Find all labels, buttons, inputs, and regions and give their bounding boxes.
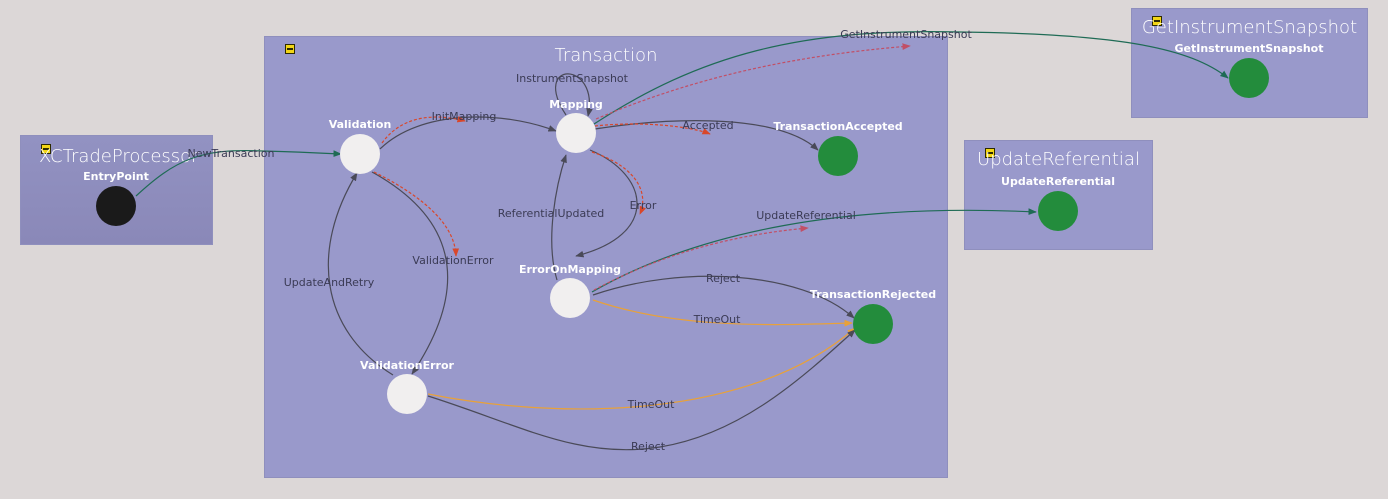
state-label: Validation (329, 118, 392, 131)
label-timeout-validation: TimeOut (627, 398, 676, 411)
label-reject-mapping: Reject (706, 272, 741, 285)
edge-accepted-trace (594, 123, 711, 135)
collapse-toggle[interactable] (41, 144, 51, 154)
edge-referential-updated[interactable] (551, 154, 567, 281)
label-timeout-mapping: TimeOut (693, 313, 742, 326)
edge-validation-error[interactable] (371, 171, 449, 375)
collapse-toggle[interactable] (1152, 16, 1162, 26)
edge-error[interactable] (575, 149, 638, 258)
label-validation-error: ValidationError (412, 254, 494, 267)
edge-accepted[interactable] (594, 120, 819, 151)
edge-init-mapping-trace (381, 115, 466, 144)
edge-timeout-validation[interactable] (427, 327, 856, 410)
collapse-toggle[interactable] (285, 44, 295, 54)
label-update-and-retry: UpdateAndRetry (284, 276, 375, 289)
group-title: XCTradeProcessor (39, 146, 199, 167)
group-transaction: Transaction (264, 36, 948, 478)
edge-validation-error-trace (373, 171, 460, 257)
label-error: Error (630, 199, 657, 212)
edge-reject-validation[interactable] (427, 329, 856, 451)
group-title: UpdateReferential (977, 149, 1140, 170)
label-update-referential: UpdateReferential (756, 209, 856, 222)
edge-update-and-retry[interactable] (327, 172, 394, 376)
edge-labels: NewTransaction InitMapping InstrumentSna… (188, 28, 973, 453)
edge-reject-mapping[interactable] (592, 275, 855, 319)
state-mapping[interactable]: Mapping (549, 98, 603, 153)
states: EntryPoint Validation Mapping Transactio… (83, 42, 1324, 414)
state-validation[interactable]: Validation (329, 118, 392, 174)
state-label: EntryPoint (83, 170, 149, 183)
label-get-instrument-snapshot: GetInstrumentSnapshot (840, 28, 972, 41)
group-title: Transaction (554, 45, 658, 66)
state-label: ValidationError (360, 359, 455, 372)
state-entry-point[interactable]: EntryPoint (83, 170, 149, 226)
edge-timeout-mapping[interactable] (592, 299, 853, 327)
edge-get-instrument-snapshot-pending (595, 43, 911, 120)
label-instrument-snapshot: InstrumentSnapshot (516, 72, 629, 85)
state-label: ErrorOnMapping (519, 263, 621, 276)
edge-update-referential[interactable] (591, 208, 1037, 293)
collapse-toggle[interactable] (985, 148, 995, 158)
edges (135, 31, 1229, 451)
state-label: TransactionRejected (810, 288, 936, 301)
label-new-transaction: NewTransaction (188, 147, 275, 160)
state-label: GetInstrumentSnapshot (1175, 42, 1324, 55)
label-init-mapping: InitMapping (432, 110, 497, 123)
state-label: UpdateReferential (1001, 175, 1115, 188)
state-update-referential[interactable]: UpdateReferential (1001, 175, 1115, 231)
state-label: TransactionAccepted (773, 120, 902, 133)
group-title: GetInstrumentSnapshot (1141, 17, 1358, 38)
label-reject-validation: Reject (631, 440, 666, 453)
edge-new-transaction[interactable] (135, 149, 342, 197)
edge-update-referential-pending (593, 225, 809, 291)
state-label: Mapping (549, 98, 603, 111)
state-transaction-accepted[interactable]: TransactionAccepted (773, 120, 903, 176)
label-accepted: Accepted (682, 119, 733, 132)
edge-error-trace (591, 151, 647, 215)
state-transaction-rejected[interactable]: TransactionRejected (810, 288, 936, 344)
state-error-on-mapping[interactable]: ErrorOnMapping (519, 263, 621, 318)
edge-get-instrument-snapshot[interactable] (593, 31, 1229, 125)
state-get-instrument-snapshot[interactable]: GetInstrumentSnapshot (1175, 42, 1324, 98)
state-validation-error[interactable]: ValidationError (360, 359, 455, 414)
label-referential-updated: ReferentialUpdated (498, 207, 605, 220)
edge-instrument-snapshot[interactable] (555, 73, 593, 117)
